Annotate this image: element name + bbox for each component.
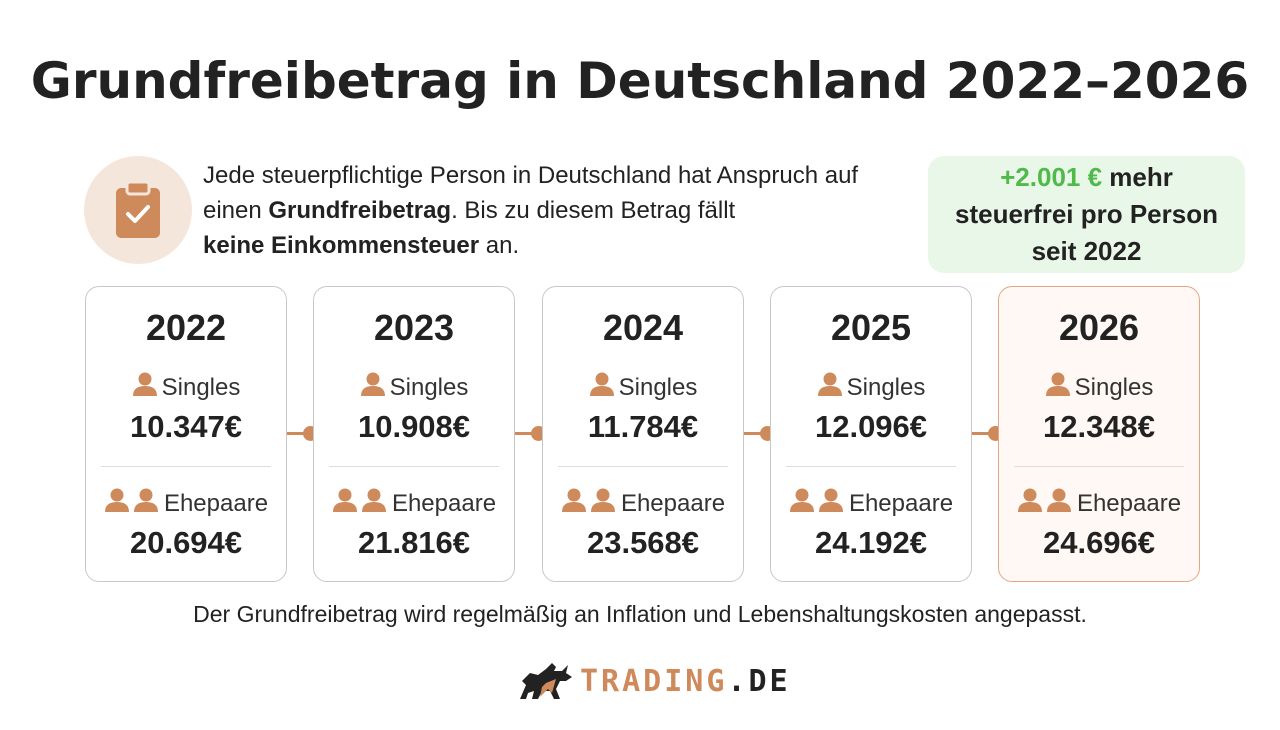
year-card-2026: 2026 Singles 12.348€ Ehepaare 24.696€	[998, 286, 1200, 582]
year-card-2024: 2024 Singles 11.784€ Ehepaare 23.568€	[542, 286, 744, 582]
couples-amount: 23.568€	[586, 525, 700, 560]
trading-de-logo: TRADING.DE	[516, 658, 791, 704]
couple-icon	[332, 487, 388, 520]
couples-label: Ehepaare	[543, 487, 743, 520]
year-label: 2026	[1058, 307, 1140, 348]
year-card-2025: 2025 Singles 12.096€ Ehepaare 24.192€	[770, 286, 972, 582]
singles-amount: 11.784€	[587, 409, 699, 444]
year-label: 2022	[145, 307, 227, 348]
couple-icon	[561, 487, 617, 520]
divider	[786, 466, 956, 467]
divider	[1014, 466, 1184, 467]
person-icon	[817, 371, 843, 404]
page-title: Grundfreibetrag in Deutschland 2022–2026	[30, 52, 1250, 110]
divider	[329, 466, 499, 467]
singles-amount: 10.908€	[357, 409, 471, 444]
singles-amount: 12.348€	[1042, 409, 1156, 444]
footnote: Der Grundfreibetrag wird regelmäßig an I…	[193, 601, 1087, 627]
timeline-connector	[287, 426, 318, 441]
person-icon	[360, 371, 386, 404]
singles-label: Singles	[314, 371, 514, 404]
couple-icon	[1017, 487, 1073, 520]
couples-label: Ehepaare	[314, 487, 514, 520]
couples-label: Ehepaare	[86, 487, 286, 520]
year-label: 2024	[602, 307, 684, 348]
couples-amount: 24.192€	[814, 525, 928, 560]
singles-amount: 12.096€	[814, 409, 928, 444]
couples-label: Ehepaare	[999, 487, 1199, 520]
couple-icon	[104, 487, 160, 520]
singles-label: Singles	[771, 371, 971, 404]
couples-amount: 24.696€	[1042, 525, 1156, 560]
timeline-connector	[972, 426, 1003, 441]
increase-badge: +2.001 € mehr steuerfrei pro Person seit…	[928, 156, 1245, 273]
clipboard-check-icon	[84, 156, 192, 264]
singles-label: Singles	[999, 371, 1199, 404]
couple-icon	[789, 487, 845, 520]
bull-icon	[520, 663, 572, 699]
year-label: 2025	[830, 307, 912, 348]
singles-label: Singles	[86, 371, 286, 404]
year-card-2023: 2023 Singles 10.908€ Ehepaare 21.816€	[313, 286, 515, 582]
year-label: 2023	[373, 307, 455, 348]
singles-label: Singles	[543, 371, 743, 404]
person-icon	[589, 371, 615, 404]
divider	[101, 466, 271, 467]
timeline-connector	[515, 426, 546, 441]
couples-amount: 20.694€	[129, 525, 243, 560]
year-card-2022: 2022 Singles 10.347€ Ehepaare 20.694€	[85, 286, 287, 582]
person-icon	[132, 371, 158, 404]
divider	[558, 466, 728, 467]
person-icon	[1045, 371, 1071, 404]
timeline-connector	[744, 426, 775, 441]
increase-amount: +2.001 €	[1000, 162, 1103, 192]
intro-text: Jede steuerpflichtige Person in Deutschl…	[203, 162, 859, 259]
couples-label: Ehepaare	[771, 487, 971, 520]
singles-amount: 10.347€	[129, 409, 243, 444]
couples-amount: 21.816€	[357, 525, 471, 560]
